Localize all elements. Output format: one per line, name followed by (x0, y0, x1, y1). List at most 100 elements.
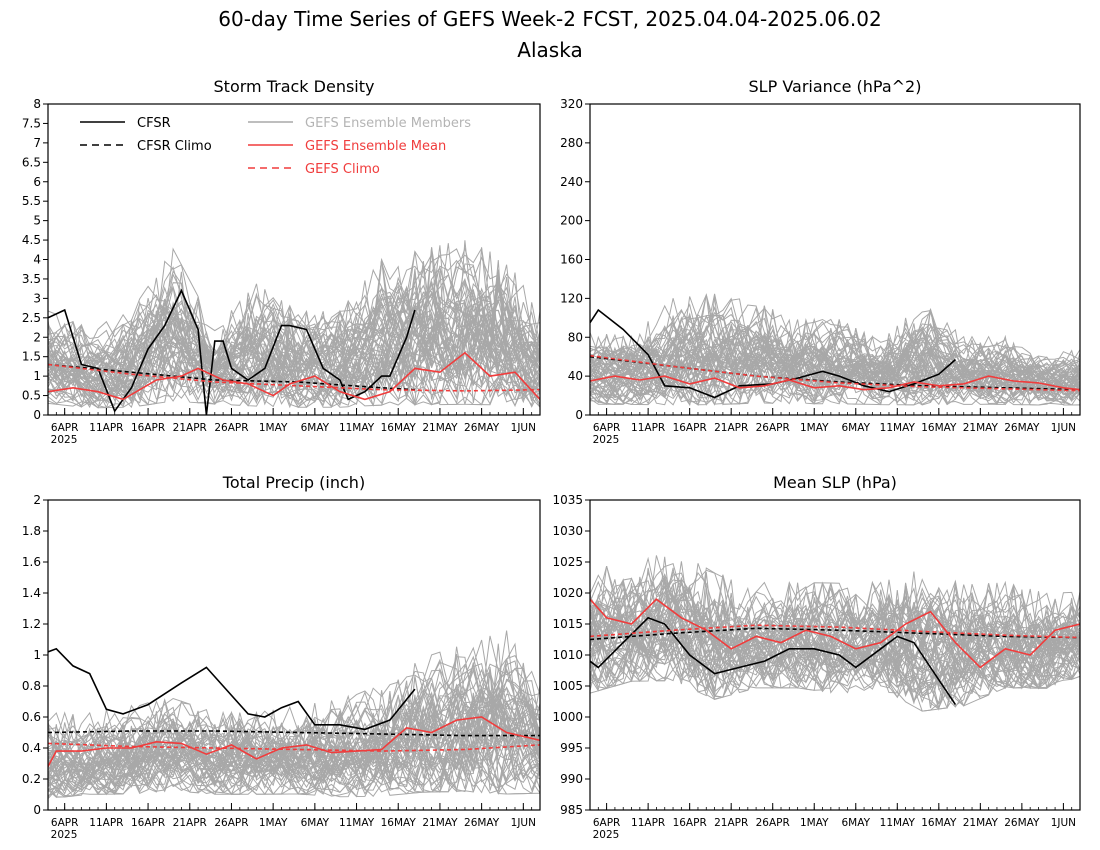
x-tick-label: 6APR (51, 817, 79, 829)
x-tick-label: 21APR (173, 817, 207, 829)
legend-label-gefs-mean: GEFS Ensemble Mean (305, 139, 446, 154)
y-tick-label: 995 (560, 741, 583, 755)
x-year-label: 2025 (593, 829, 620, 841)
ensemble-members (48, 630, 540, 800)
ensemble-member-line (48, 680, 540, 792)
ensemble-member-line (590, 312, 1080, 380)
y-axis: 0 40 80 120 160 200 240 280 320 (560, 97, 590, 422)
ensemble-member-line (590, 582, 1080, 688)
cfsr-climo-line (590, 627, 1080, 641)
chart-title: Total Precip (inch) (222, 473, 365, 492)
x-axis: 6APR 11APR 16APR 21APR 26APR 1MAY 6MAY 11MAY 16M… (47, 803, 541, 841)
x-tick-label: 21MAY (963, 422, 999, 434)
x-tick-label: 16APR (673, 817, 707, 829)
ensemble-member-line (48, 259, 540, 374)
y-tick-label: 1020 (552, 586, 583, 600)
y-tick-label: 5 (33, 214, 41, 228)
y-tick-label: 3 (33, 291, 41, 305)
y-tick-label: 2 (33, 493, 41, 507)
y-tick-label: 7 (33, 136, 41, 150)
x-tick-label: 11MAY (880, 817, 916, 829)
x-tick-label: 16APR (673, 422, 707, 434)
chart-title: Storm Track Density (214, 77, 375, 96)
ensemble-member-line (590, 337, 1080, 405)
ensemble-member-line (48, 668, 540, 795)
y-axis: 0 0.5 1 1.5 2 2.5 3 3.5 4 4.5 5 5.5 6 6.5 7 7.5 8 (22, 97, 48, 422)
ensemble-member-line (590, 304, 1080, 375)
x-axis: 6APR 11APR 16APR 21APR 26APR 1MAY 6MAY 11MAY 16M… (47, 408, 541, 446)
ensemble-member-line (590, 578, 1080, 682)
ensemble-member-line (590, 622, 1080, 709)
y-axis: 0 0.2 0.4 0.6 0.8 1 1.2 1.4 1.6 1.8 2 (22, 493, 48, 817)
chart-panel-3: Total Precip (inch) 0 0.2 0.4 0.6 0.8 1 1.2 1.4 1… (22, 473, 541, 841)
y-tick-label: 1.5 (22, 350, 41, 364)
y-tick-label: 1015 (552, 617, 583, 631)
ensemble-member-line (590, 292, 1080, 390)
x-tick-label: 21MAY (422, 422, 458, 434)
gefs-ensemble-mean-line (590, 598, 1080, 669)
x-tick-label: 21MAY (963, 817, 999, 829)
chart-panel-1: Storm Track Density 0 0.5 1 1.5 2 2.5 3 3.5 4 4.5 5… (22, 77, 541, 446)
gefs-climo-line (590, 624, 1080, 639)
y-tick-label: 0.4 (22, 741, 41, 755)
x-tick-label: 11APR (631, 817, 665, 829)
y-tick-label: 0.2 (22, 772, 41, 786)
ensemble-members (590, 292, 1080, 407)
ensemble-member-line (590, 340, 1080, 406)
ensemble-member-line (48, 266, 540, 392)
y-tick-label: 5.5 (22, 194, 41, 208)
x-year-label: 2025 (593, 434, 620, 446)
x-tick-label: 26APR (214, 422, 248, 434)
ensemble-member-line (48, 651, 540, 769)
y-tick-label: 8 (33, 97, 41, 111)
y-tick-label: 1.8 (22, 524, 41, 538)
legend-label-cfsr-climo: CFSR Climo (137, 139, 212, 154)
ensemble-member-line (590, 345, 1080, 406)
cfsr-climo-line (48, 730, 540, 737)
x-tick-label: 6MAY (301, 422, 330, 434)
x-tick-label: 6MAY (841, 422, 870, 434)
y-tick-label: 0 (33, 803, 41, 817)
y-tick-label: 0 (575, 408, 583, 422)
x-tick-label: 11APR (89, 422, 123, 434)
x-tick-label: 26MAY (1004, 817, 1040, 829)
y-tick-label: 1 (33, 648, 41, 662)
y-tick-label: 0 (33, 408, 41, 422)
gefs-climo-line (590, 354, 1080, 392)
y-tick-label: 0.6 (22, 710, 41, 724)
y-tick-label: 240 (560, 175, 583, 189)
ensemble-member-line (48, 248, 540, 368)
ensemble-member-line (48, 715, 540, 787)
gefs-ensemble-mean-line (48, 351, 540, 401)
ensemble-member-line (48, 685, 540, 785)
x-tick-label: 6APR (593, 422, 621, 434)
x-tick-label: 26MAY (464, 817, 500, 829)
y-axis: 985 990 995 1000 1005 1010 1015 1020 1025 1030 103… (552, 493, 590, 817)
x-year-label: 2025 (51, 829, 78, 841)
x-tick-label: 1JUN (511, 817, 536, 829)
chart-panel-4: Mean SLP (hPa) 985 990 995 1000 1005 1010 1015 1… (552, 473, 1081, 841)
ensemble-member-line (48, 277, 540, 409)
y-tick-label: 40 (568, 369, 583, 383)
ensemble-member-line (590, 325, 1080, 405)
x-tick-label: 26MAY (464, 422, 500, 434)
x-tick-label: 1JUN (1051, 422, 1076, 434)
ensemble-member-line (590, 627, 1080, 698)
y-tick-label: 4 (33, 253, 41, 267)
legend-label-cfsr: CFSR (137, 116, 171, 131)
y-tick-label: 6.5 (22, 155, 41, 169)
y-tick-label: 1030 (552, 524, 583, 538)
y-tick-label: 280 (560, 136, 583, 150)
x-tick-label: 11APR (89, 817, 123, 829)
x-tick-label: 6APR (51, 422, 79, 434)
x-tick-label: 6MAY (301, 817, 330, 829)
ensemble-member-line (590, 586, 1080, 689)
ensemble-member-line (590, 620, 1080, 699)
page-subtitle: Alaska (517, 38, 582, 62)
y-tick-label: 120 (560, 291, 583, 305)
y-tick-label: 320 (560, 97, 583, 111)
ensemble-member-line (590, 298, 1080, 377)
ensemble-member-line (590, 318, 1080, 395)
ensemble-member-line (590, 599, 1080, 680)
x-tick-label: 16MAY (921, 422, 957, 434)
